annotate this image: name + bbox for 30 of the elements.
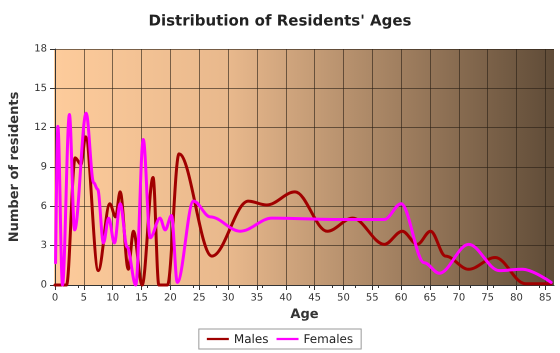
chart-title: Distribution of Residents' Ages [148,12,412,30]
x-tick-label: 5 [80,292,88,304]
x-tick-label: 15 [135,292,148,304]
y-tick-label: 3 [40,240,47,252]
x-tick-label: 45 [308,292,321,304]
x-tick-label: 55 [366,292,379,304]
y-tick-label: 15 [34,82,47,94]
y-tick-label: 0 [40,280,47,290]
x-tick-label: 25 [192,292,206,304]
y-tick-label: 12 [34,122,47,134]
y-tick-label: 6 [40,200,47,212]
x-tick-label: 60 [394,292,408,304]
legend-label: Males [234,332,269,346]
legend-label: Females [304,332,354,346]
x-tick-label: 40 [279,292,292,304]
x-tick-label: 70 [452,292,466,304]
y-tick-label: 18 [34,44,47,54]
x-tick-label: 30 [222,292,234,304]
x-tick-label: 20 [164,292,177,304]
x-tick-label: 80 [510,292,523,304]
y-axis-title: Number of residents [7,91,22,242]
x-tick-label: 50 [337,292,350,304]
x-tick-label: 65 [424,292,436,304]
x-tick-label: 85 [538,292,552,304]
x-tick-label: 0 [52,292,58,304]
y-tick-label: 9 [40,162,47,172]
x-axis-title: Age [290,306,319,322]
x-tick-label: 35 [250,292,264,304]
x-tick-label: 10 [106,292,120,304]
x-tick-label: 75 [481,292,494,304]
